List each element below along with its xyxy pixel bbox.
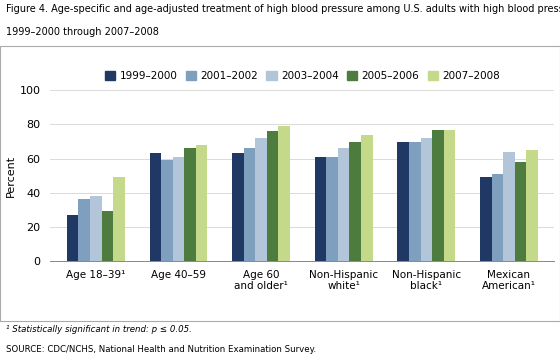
Text: SOURCE: CDC/NCHS, National Health and Nutrition Examination Survey.: SOURCE: CDC/NCHS, National Health and Nu… (6, 345, 316, 353)
Bar (349, 141, 361, 261)
Bar (444, 130, 455, 261)
Text: ¹ Statistically significant in trend: p ≤ 0.05.: ¹ Statistically significant in trend: p … (6, 325, 192, 334)
Legend: 1999–2000, 2001–2002, 2003–2004, 2005–2006, 2007–2008: 1999–2000, 2001–2002, 2003–2004, 2005–20… (105, 71, 500, 81)
Bar (278, 126, 290, 261)
Bar (101, 211, 113, 261)
Bar (161, 160, 172, 261)
Bar (326, 157, 338, 261)
Bar (315, 157, 326, 261)
Bar (232, 154, 244, 261)
Bar (526, 150, 538, 261)
Text: 1999–2000 through 2007–2008: 1999–2000 through 2007–2008 (6, 27, 158, 37)
Bar (196, 145, 207, 261)
Bar (515, 162, 526, 261)
Bar (255, 138, 267, 261)
Bar (90, 196, 101, 261)
Bar (150, 154, 161, 261)
Bar (244, 149, 255, 261)
Bar (361, 135, 372, 261)
Bar (480, 177, 492, 261)
Bar (421, 138, 432, 261)
Bar (503, 152, 515, 261)
Bar (338, 149, 349, 261)
Bar (184, 149, 196, 261)
Bar (172, 157, 184, 261)
Bar (492, 174, 503, 261)
Text: Figure 4. Age-specific and age-adjusted treatment of high blood pressure among U: Figure 4. Age-specific and age-adjusted … (6, 4, 560, 14)
Bar (267, 131, 278, 261)
Bar (398, 141, 409, 261)
Bar (113, 177, 125, 261)
Bar (432, 130, 444, 261)
Bar (67, 215, 78, 261)
Y-axis label: Percent: Percent (6, 155, 16, 197)
Bar (409, 141, 421, 261)
Bar (78, 200, 90, 261)
